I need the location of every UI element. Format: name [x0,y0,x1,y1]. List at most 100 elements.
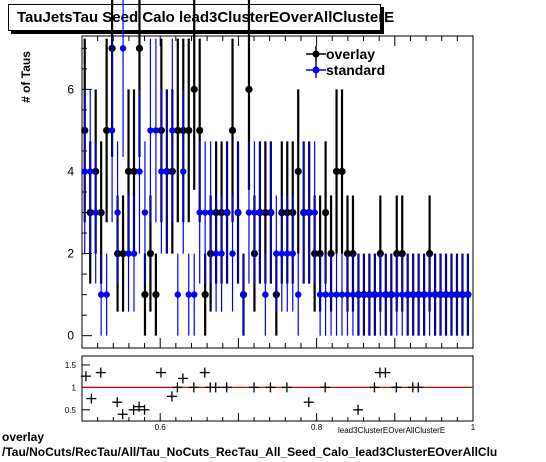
y-tick-label: 0 [67,329,74,343]
overlay-point [294,167,302,176]
standard-point [114,209,121,216]
standard-point [152,127,160,134]
x-axis-label: lead3ClusterEOverAllClusterE [338,426,446,435]
ratio-y-tick-label: 1 [72,383,77,392]
standard-point [284,250,291,257]
y-tick-label: 2 [67,247,74,261]
standard-point [196,209,203,216]
standard-point [300,209,307,216]
overlay-point [152,291,160,299]
standard-point [256,209,264,216]
overlay-point [338,167,346,176]
ratio-y-tick-label: 0.5 [65,406,77,415]
footer-line-2: /Tau/NoCuts/RecTau/All/Tau_NoCuts_RecTau… [2,445,498,459]
standard-point [212,250,220,257]
standard-point [399,291,406,298]
legend-label: standard [326,62,385,78]
standard-point [442,291,450,298]
overlay-point [174,126,182,135]
standard-point [191,291,198,298]
ratio-plot-border [81,355,474,422]
legend-label: overlay [326,46,375,62]
overlay-point [201,291,209,299]
standard-point [207,209,214,216]
standard-point [245,209,253,216]
footer-line-1: overlay [2,430,45,444]
ratio-x-tick-label: 0.8 [311,423,323,432]
overlay-point [97,208,105,217]
overlay-point [245,85,253,93]
standard-point [311,209,318,216]
standard-point [267,209,275,216]
standard-point [81,168,88,175]
standard-point [130,250,138,257]
standard-point [180,168,187,175]
standard-point [174,291,181,298]
standard-point [393,291,400,298]
standard-point [316,291,324,298]
main-plot-frame [81,35,474,349]
standard-point [404,291,411,298]
standard-point [349,291,357,298]
standard-point [366,291,373,298]
overlay-point [228,126,237,135]
standard-point [305,209,313,216]
standard-point [87,168,94,175]
standard-point [459,291,466,298]
standard-point [147,127,154,134]
overlay-point [261,208,269,217]
standard-point [327,291,335,298]
overlay-point [130,167,138,176]
overlay-point [119,249,127,258]
ratio-plot-frame: 0.5 1 1.5 0.6 0.8 1 [65,355,476,432]
overlay-point [196,126,204,135]
main-plot-border [81,35,474,349]
standard-series [81,0,472,336]
standard-point [415,291,422,298]
ratio-x-tick-label: 0.6 [155,423,167,432]
standard-point [240,291,247,298]
standard-point [218,250,225,257]
overlay-point [190,85,198,93]
standard-point [234,209,242,216]
standard-point [119,45,127,52]
standard-point [371,291,379,298]
standard-point [185,291,192,298]
overlay-point [124,167,133,176]
standard-point [251,209,258,216]
overlay-point [146,249,155,258]
standard-point [437,291,444,298]
y-tick-label: 6 [67,82,74,96]
standard-point [163,168,171,175]
standard-point [388,291,395,298]
standard-point [136,168,143,175]
standard-point [431,291,439,298]
standard-point [289,250,296,257]
standard-point [333,291,340,298]
standard-point [426,291,433,298]
standard-point [453,291,461,298]
main-plot-axes: 0 2 4 6 [67,36,474,348]
standard-point [125,250,132,257]
standard-point [355,291,362,298]
standard-point [278,250,286,257]
overlay-point [332,167,341,176]
standard-point [377,291,384,298]
overlay-point [185,126,193,135]
standard-point [92,209,99,216]
standard-point [223,209,231,216]
standard-point [464,291,472,298]
standard-point [158,168,165,175]
standard-point [295,291,302,298]
standard-point [344,291,351,298]
standard-point [322,291,329,298]
standard-point [448,291,455,298]
standard-point [338,291,346,298]
standard-point [141,209,149,216]
legend-marker [312,66,320,74]
standard-point [169,127,176,134]
standard-point [409,291,417,298]
overlay-point [321,208,330,217]
